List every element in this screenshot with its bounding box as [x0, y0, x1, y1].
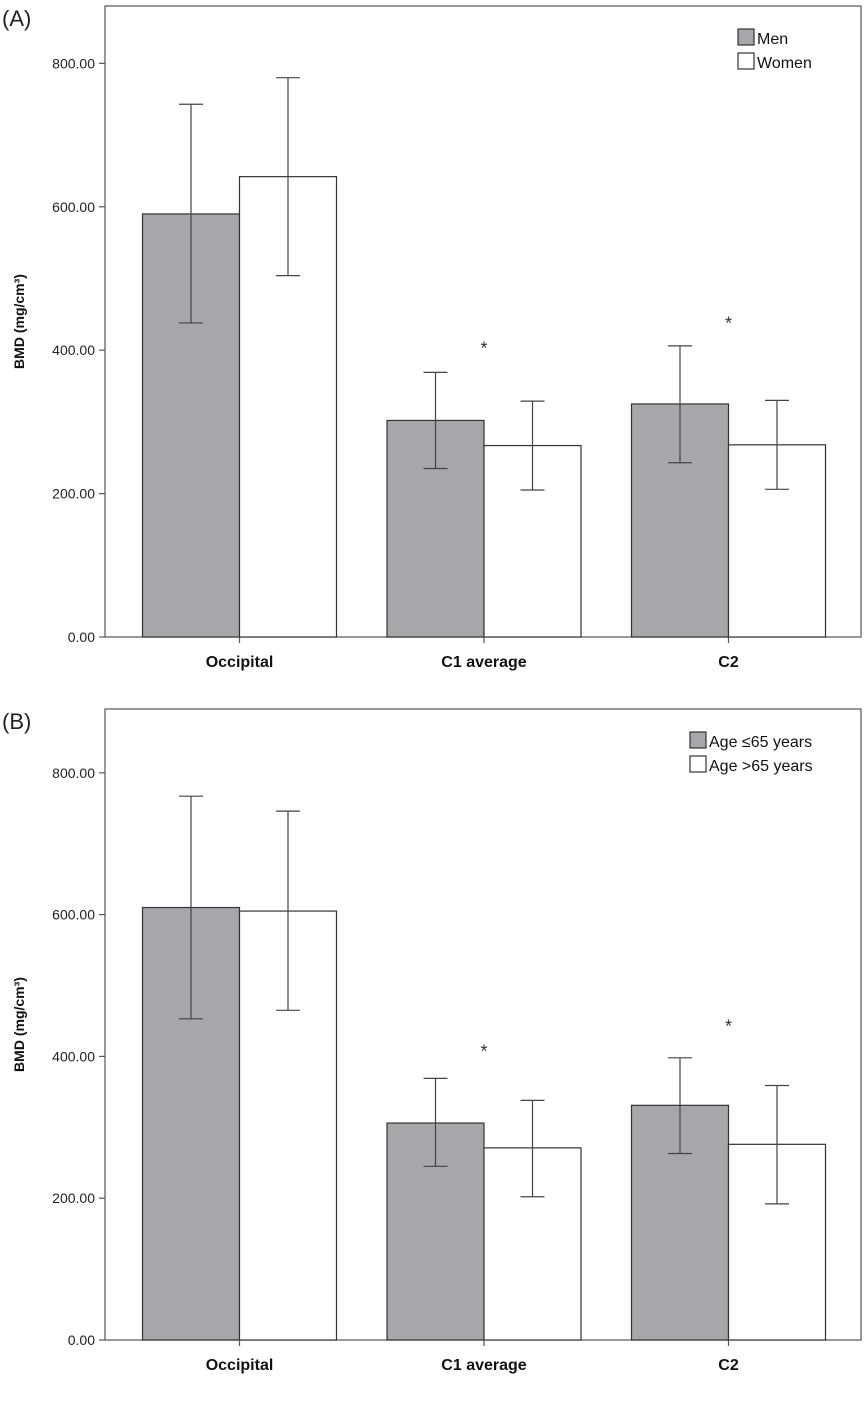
y-tick-label: 600.00 [52, 907, 95, 923]
legend-label-series1: Men [757, 31, 788, 48]
panel-label: (B) [2, 709, 31, 734]
y-axis-label: BMD (mg/cm³) [11, 977, 27, 1072]
y-tick-label: 200.00 [52, 486, 95, 502]
significance-marker: * [725, 314, 732, 334]
significance-marker: * [480, 339, 487, 359]
y-tick-label: 800.00 [52, 765, 95, 781]
x-category-label: Occipital [206, 1357, 274, 1374]
chart-panel-a: (A) 0.00 200.00 400.00 600.00 800.00 BMD (mg/c… [2, 5, 862, 671]
legend-label-series2: Women [757, 55, 812, 72]
bar-chart-a: (A) 0.00 200.00 400.00 600.00 800.00 BMD (mg/c… [2, 5, 862, 671]
y-axis-label: BMD (mg/cm³) [11, 274, 27, 369]
panel-label: (A) [2, 6, 31, 31]
legend-swatch-series2 [737, 52, 755, 70]
y-tick-label: 400.00 [52, 342, 95, 358]
y-tick-label: 800.00 [52, 55, 95, 71]
y-tick-label: 0.00 [68, 1332, 95, 1348]
x-category-label: C2 [718, 1357, 739, 1374]
x-category-label: C2 [718, 654, 739, 671]
bar-chart-b: (B) 0.00 200.00 400.00 600.00 800.00 BMD (mg/c… [2, 708, 862, 1374]
legend-swatch-series1 [689, 731, 707, 749]
x-category-label: C1 average [441, 654, 526, 671]
significance-marker: * [480, 1041, 487, 1061]
legend-swatch-series1 [737, 28, 755, 46]
y-tick-label: 200.00 [52, 1190, 95, 1206]
legend-label-series2: Age >65 years [709, 758, 813, 775]
y-tick-label: 400.00 [52, 1048, 95, 1064]
x-category-label: Occipital [206, 654, 274, 671]
y-tick-label: 600.00 [52, 199, 95, 215]
significance-marker: * [725, 1017, 732, 1037]
legend-label-series1: Age ≤65 years [709, 734, 812, 751]
x-category-label: C1 average [441, 1357, 526, 1374]
chart-panel-b: (B) 0.00 200.00 400.00 600.00 800.00 BMD (mg/c… [0, 703, 867, 1406]
y-tick-label: 0.00 [68, 629, 95, 645]
legend-swatch-series2 [689, 755, 707, 773]
